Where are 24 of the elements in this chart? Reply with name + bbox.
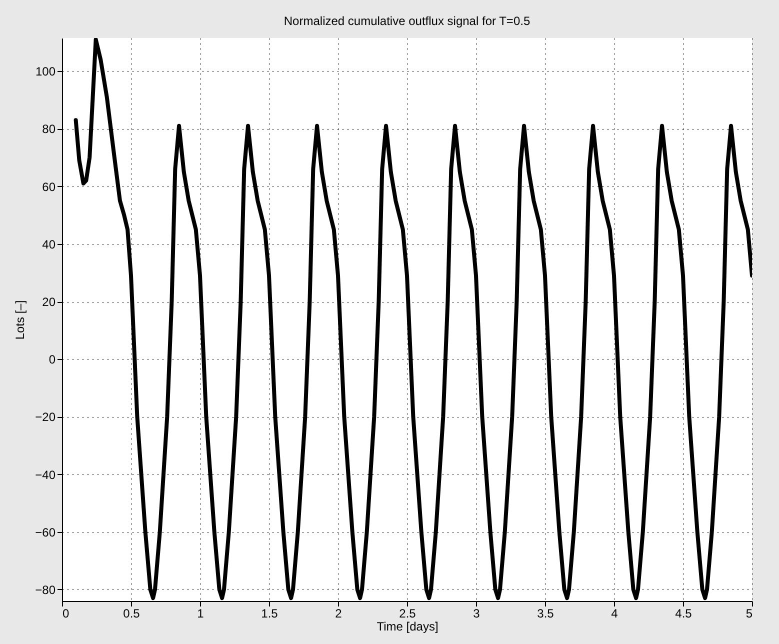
x-tick-label: 2.5 [399, 606, 416, 620]
x-axis-title: Time [days] [376, 620, 438, 634]
y-tick-label: 60 [42, 180, 56, 194]
chart-title: Normalized cumulative outflux signal for T=0.5 [284, 14, 530, 28]
y-tick-label: 80 [42, 122, 56, 136]
x-tick-label: 3 [473, 606, 480, 620]
x-tick-label: 4 [611, 606, 618, 620]
y-axis-title: Lots [–] [13, 300, 28, 340]
y-tick-label: −60 [35, 525, 56, 540]
x-tick-label: 0 [62, 606, 70, 620]
y-tick-label: 40 [42, 237, 56, 252]
y-tick-label: −80 [35, 582, 56, 597]
x-tick-label: 2 [335, 606, 342, 620]
x-tick-label: 5 [746, 606, 753, 620]
x-tick-label: 1.5 [261, 606, 278, 620]
y-tick-label: −40 [35, 468, 56, 482]
x-tick-label: 1 [197, 606, 204, 620]
y-tick-label: −20 [35, 410, 56, 424]
y-tick-label: 20 [42, 295, 56, 309]
x-tick-label: 0.5 [123, 606, 140, 620]
x-tick-label: 3.5 [537, 606, 554, 620]
y-tick-label: 0 [48, 352, 56, 367]
x-tick-label: 4.5 [675, 606, 692, 620]
y-tick-label: 100 [35, 64, 56, 79]
